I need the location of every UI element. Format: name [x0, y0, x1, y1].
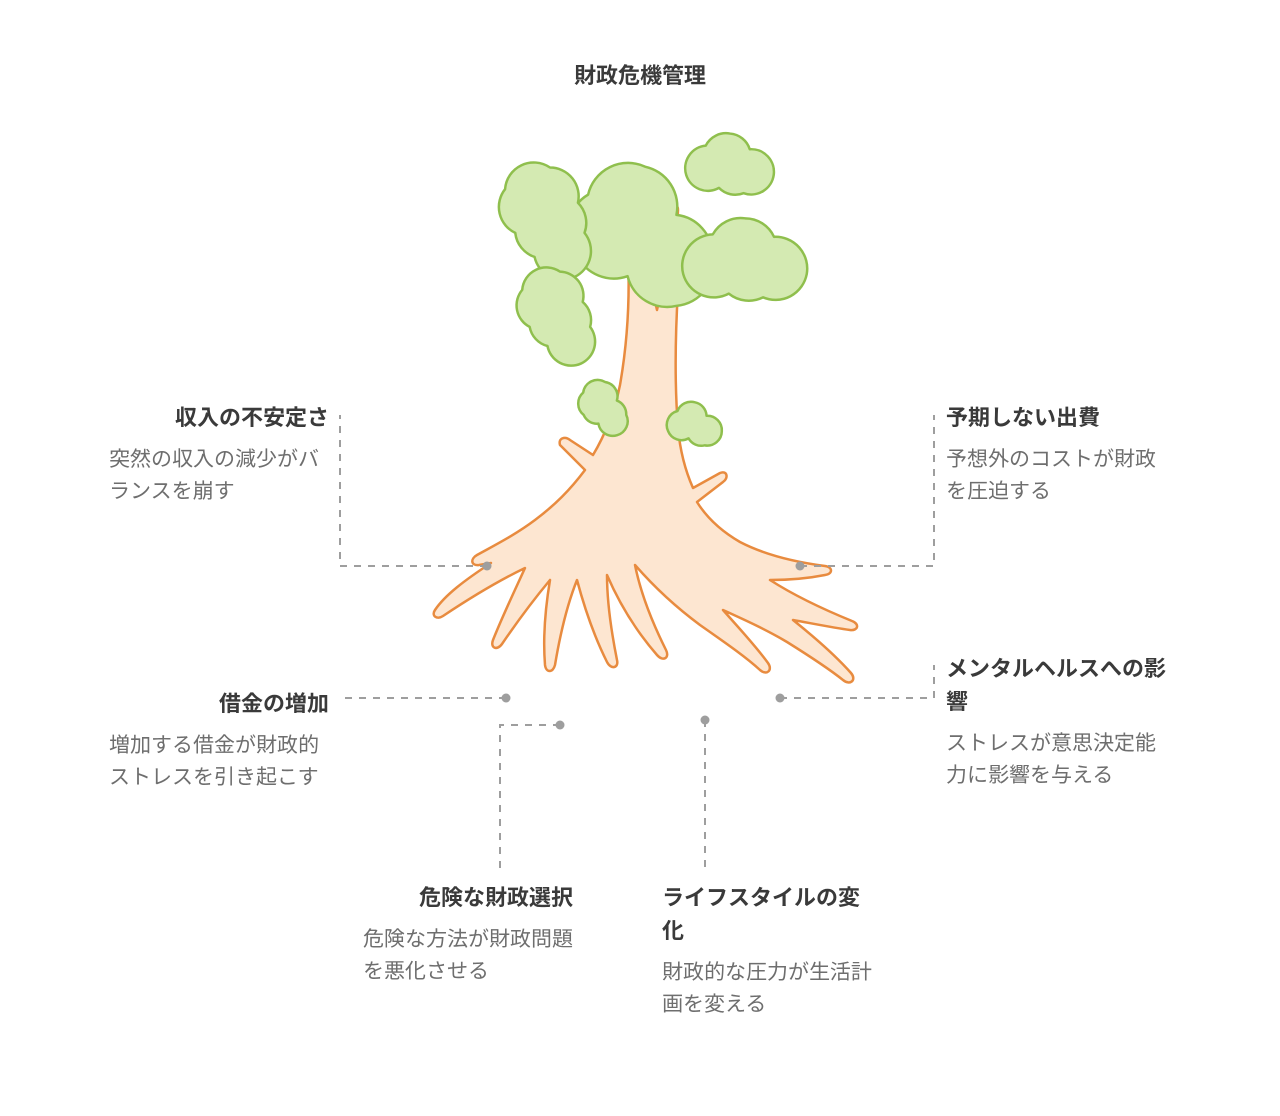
label-income-instability: 収入の不安定さ突然の収入の減少がバランスを崩す — [109, 400, 329, 506]
label-desc-lifestyle-change: 財政的な圧力が生活計画を変える — [662, 956, 872, 1019]
label-desc-income-instability: 突然の収入の減少がバランスを崩す — [109, 443, 329, 506]
label-heading-unexpected-expense: 予期しない出費 — [946, 400, 1166, 433]
label-heading-debt-increase: 借金の増加 — [109, 686, 329, 719]
label-desc-mental-health: ストレスが意思決定能力に影響を与える — [946, 727, 1166, 790]
label-debt-increase: 借金の増加増加する借金が財政的ストレスを引き起こす — [109, 686, 329, 792]
label-desc-debt-increase: 増加する借金が財政的ストレスを引き起こす — [109, 729, 329, 792]
label-desc-risky-choices: 危険な方法が財政問題を悪化させる — [363, 923, 573, 986]
connector-dot-lifestyle-change — [701, 716, 710, 725]
label-unexpected-expense: 予期しない出費予想外のコストが財政を圧迫する — [946, 400, 1166, 506]
label-heading-risky-choices: 危険な財政選択 — [363, 880, 573, 913]
label-heading-mental-health: メンタルヘルスへの影響 — [946, 651, 1166, 717]
label-lifestyle-change: ライフスタイルの変化財政的な圧力が生活計画を変える — [662, 880, 872, 1019]
label-mental-health: メンタルヘルスへの影響ストレスが意思決定能力に影響を与える — [946, 651, 1166, 790]
label-desc-unexpected-expense: 予想外のコストが財政を圧迫する — [946, 443, 1166, 506]
connector-dot-debt-increase — [502, 694, 511, 703]
connector-dot-risky-choices — [556, 721, 565, 730]
label-heading-income-instability: 収入の不安定さ — [109, 400, 329, 433]
label-heading-lifestyle-change: ライフスタイルの変化 — [662, 880, 872, 946]
connector-dot-mental-health — [776, 694, 785, 703]
connector-risky-choices — [500, 725, 560, 870]
tree-illustration — [395, 110, 895, 690]
diagram-title: 財政危機管理 — [0, 58, 1280, 90]
label-risky-choices: 危険な財政選択危険な方法が財政問題を悪化させる — [363, 880, 573, 986]
